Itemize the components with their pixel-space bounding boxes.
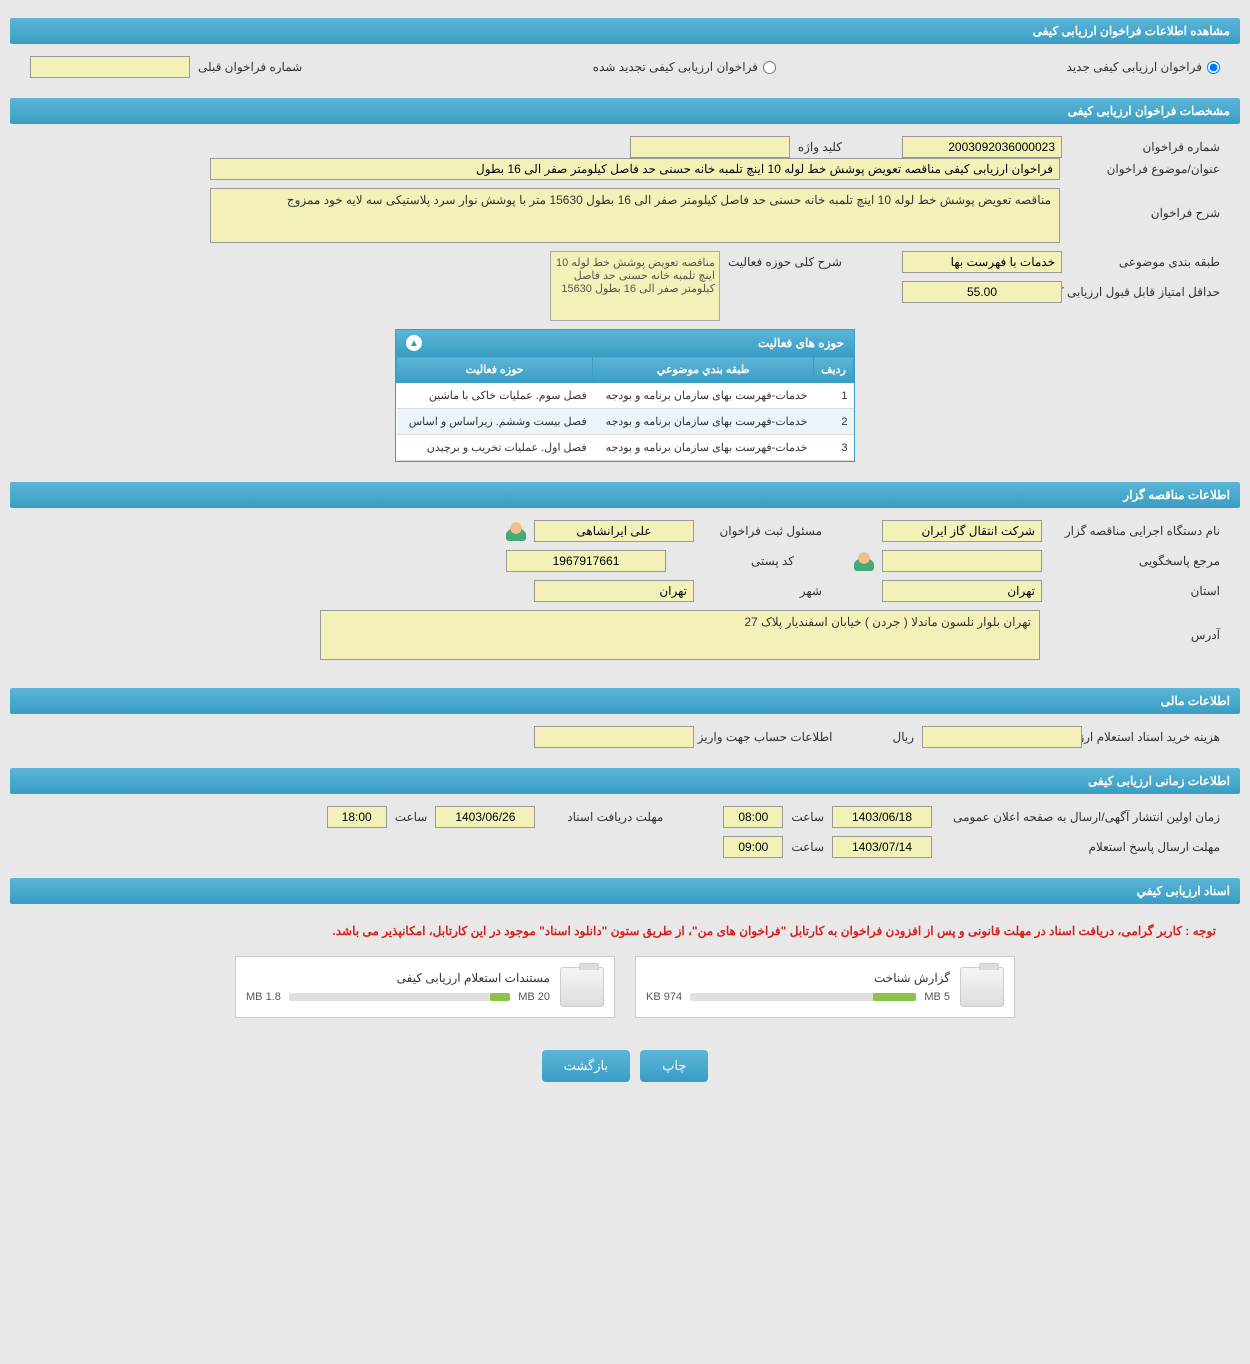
response-time: 09:00 (723, 836, 783, 858)
back-button[interactable]: بازگشت (542, 1050, 630, 1082)
activity-scope-box[interactable]: مناقصه تعویض پوشش خط لوله 10 اینچ تلمبه … (550, 251, 720, 321)
activity-grid-panel: حوزه های فعالیت ▲ ردیف طبقه بندي موضوعي … (395, 329, 855, 462)
min-score-label: حداقل امتیاز قابل قبول ارزیابی کیفی (1070, 285, 1220, 299)
doc-used: 1.8 MB (246, 991, 281, 1003)
org-body: نام دستگاه اجرایی مناقصه گزار شرکت انتقا… (10, 508, 1240, 680)
receive-date: 1403/06/26 (435, 806, 535, 828)
time-label-3: ساعت (791, 840, 824, 854)
doc-card[interactable]: مستندات استعلام ارزیابی کیفی 20 MB 1.8 M… (235, 956, 615, 1018)
radio-renewed-label: فراخوان ارزیابی کیفی تجدید شده (593, 60, 758, 74)
publish-date: 1403/06/18 (832, 806, 932, 828)
timing-body: زمان اولین انتشار آگهی/ارسال به صفحه اعل… (10, 794, 1240, 870)
exec-field: شرکت انتقال گاز ایران (882, 520, 1042, 542)
section-financial: اطلاعات مالی (10, 688, 1240, 714)
receive-label: مهلت دریافت اسناد (543, 810, 663, 824)
min-score-field: 55.00 (902, 281, 1062, 303)
doc-cost-label: هزینه خرید اسناد استعلام ارزیابی کیفی (1090, 730, 1220, 744)
doc-cost-field (922, 726, 1082, 748)
doc-title: مستندات استعلام ارزیابی کیفی (246, 971, 550, 985)
print-button[interactable]: چاپ (640, 1050, 708, 1082)
postal-label: کد پستی (674, 554, 794, 568)
doc-total: 5 MB (924, 991, 950, 1003)
folder-icon (560, 967, 604, 1007)
top-body: فراخوان ارزیابی کیفی جدید فراخوان ارزیاب… (10, 44, 1240, 90)
doc-used: 974 KB (646, 991, 682, 1003)
progress-fill (873, 993, 916, 1001)
user-icon (854, 551, 874, 571)
section-timing: اطلاعات زمانی ارزیابی کیفی (10, 768, 1240, 794)
doc-title: گزارش شناخت (646, 971, 950, 985)
col-row: ردیف (814, 357, 854, 383)
doc-card[interactable]: گزارش شناخت 5 MB 974 KB (635, 956, 1015, 1018)
radio-new[interactable] (1207, 61, 1220, 74)
city-label: شهر (702, 584, 822, 598)
publish-time: 08:00 (723, 806, 783, 828)
financial-body: هزینه خرید اسناد استعلام ارزیابی کیفی ری… (10, 714, 1240, 760)
contact-label: مرجع پاسخگویی (1050, 554, 1220, 568)
keyword-field[interactable] (630, 136, 790, 158)
prev-number-label: شماره فراخوان قبلی (198, 60, 302, 74)
col-activity: حوزه فعاليت (397, 357, 593, 383)
activity-grid-title: حوزه های فعالیت (758, 336, 844, 350)
progress-bar (289, 993, 510, 1001)
subject-field: فراخوان ارزیابی کیفی مناقصه تعویض پوشش خ… (210, 158, 1060, 180)
responsible-label: مسئول ثبت فراخوان (702, 524, 822, 538)
table-row[interactable]: 1 خدمات-فهرست بهای سازمان برنامه و بودجه… (397, 383, 854, 409)
exec-label: نام دستگاه اجرایی مناقصه گزار (1050, 524, 1220, 538)
time-label-2: ساعت (395, 810, 428, 824)
section-org: اطلاعات مناقصه گزار (10, 482, 1240, 508)
number-label: شماره فراخوان (1070, 140, 1220, 154)
section-docs: اسناد ارزیابی کيفي (10, 878, 1240, 904)
radio-new-group: فراخوان ارزیابی کیفی جدید (1067, 60, 1220, 74)
desc-label: شرح فراخوان (1070, 188, 1220, 220)
address-field: تهران بلوار نلسون ماندلا ( جردن ) خیابان… (320, 610, 1040, 660)
progress-fill (490, 993, 510, 1001)
radio-renewed-group: فراخوان ارزیابی کیفی تجدید شده (593, 60, 776, 74)
col-category: طبقه بندي موضوعي (593, 357, 814, 383)
category-field: خدمات با فهرست بها (902, 251, 1062, 273)
collapse-icon[interactable]: ▲ (406, 335, 422, 351)
desc-field: مناقصه تعویض پوشش خط لوله 10 اینچ تلمبه … (210, 188, 1060, 243)
number-field: 2003092036000023 (902, 136, 1062, 158)
response-date: 1403/07/14 (832, 836, 932, 858)
keyword-label: کلید واژه (798, 140, 842, 154)
currency-label: ریال (892, 730, 914, 744)
category-label: طبقه بندی موضوعی (1070, 255, 1220, 269)
address-label: آدرس (1050, 610, 1220, 642)
account-label: اطلاعات حساب جهت واریز هزینه خرید اسناد (702, 730, 832, 744)
receive-time: 18:00 (327, 806, 387, 828)
publish-label: زمان اولین انتشار آگهی/ارسال به صفحه اعل… (940, 810, 1220, 824)
activity-scope-label: شرح كلی حوزه فعاليت (728, 251, 842, 269)
section-specs: مشخصات فراخوان ارزیابی کیفی (10, 98, 1240, 124)
city-field: تهران (534, 580, 694, 602)
account-field (534, 726, 694, 748)
table-row[interactable]: 3 خدمات-فهرست بهای سازمان برنامه و بودجه… (397, 435, 854, 461)
docs-body: توجه : کاربر گرامی، دریافت اسناد در مهلت… (10, 904, 1240, 1030)
activity-table: ردیف طبقه بندي موضوعي حوزه فعاليت 1 خدما… (396, 356, 854, 461)
postal-field: 1967917661 (506, 550, 666, 572)
doc-total: 20 MB (518, 991, 550, 1003)
response-label: مهلت ارسال پاسخ استعلام (940, 840, 1220, 854)
radio-new-label: فراخوان ارزیابی کیفی جدید (1067, 60, 1202, 74)
contact-field (882, 550, 1042, 572)
docs-notice: توجه : کاربر گرامی، دریافت اسناد در مهلت… (30, 916, 1220, 946)
time-label-1: ساعت (791, 810, 824, 824)
specs-body: شماره فراخوان 2003092036000023 کلید واژه… (10, 124, 1240, 474)
folder-icon (960, 967, 1004, 1007)
province-label: استان (1050, 584, 1220, 598)
radio-renewed[interactable] (763, 61, 776, 74)
user-icon (506, 521, 526, 541)
progress-bar (690, 993, 916, 1001)
section-view-info: مشاهده اطلاعات فراخوان ارزیابی کیفی (10, 18, 1240, 44)
table-row[interactable]: 2 خدمات-فهرست بهای سازمان برنامه و بودجه… (397, 409, 854, 435)
prev-number-field[interactable] (30, 56, 190, 78)
province-field: تهران (882, 580, 1042, 602)
responsible-field: علی ایرانشاهی (534, 520, 694, 542)
subject-label: عنوان/موضوع فراخوان (1070, 162, 1220, 176)
